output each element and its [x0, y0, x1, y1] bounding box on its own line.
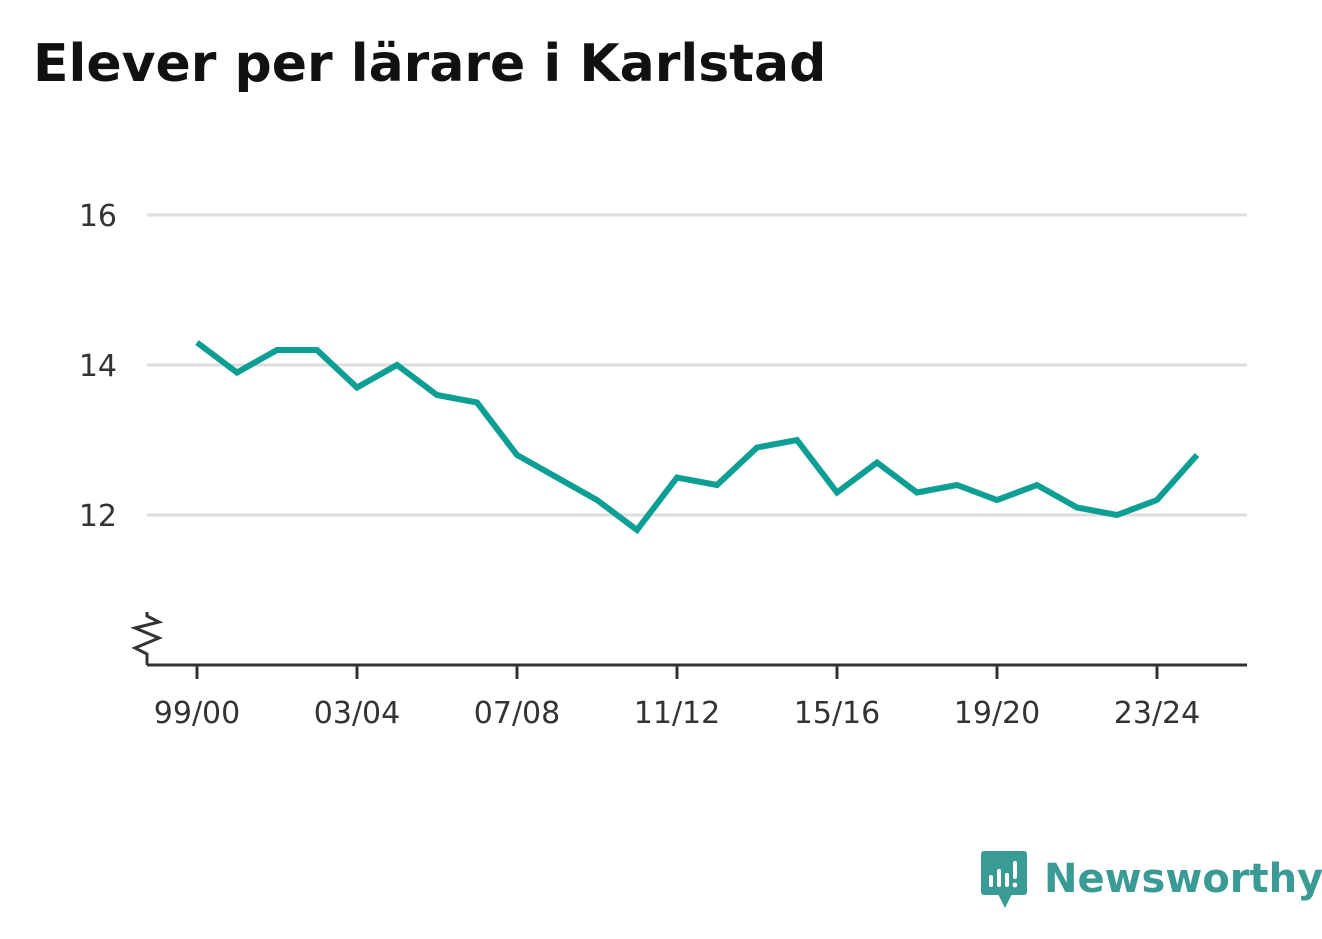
x-axis: 99/00 03/04 07/08 11/12 15/16 19/20 23/24 [130, 612, 1247, 731]
x-tick-label: 07/08 [474, 696, 560, 731]
y-tick-label-12: 12 [79, 499, 117, 534]
y-axis-break-icon [130, 612, 164, 665]
chart-title: Elever per lärare i Karlstad [33, 34, 827, 94]
y-tick-label-16: 16 [79, 199, 117, 234]
y-axis-ticks: 12 14 16 [79, 199, 117, 534]
brand-name: Newsworthy [1044, 856, 1322, 902]
x-tick-label: 15/16 [794, 696, 880, 731]
x-tick-label: 03/04 [314, 696, 400, 731]
x-tick-label: 19/20 [954, 696, 1040, 731]
newsworthy-logo-icon [981, 851, 1027, 908]
gridlines [147, 213, 1247, 517]
newsworthy-brand: Newsworthy [980, 848, 1322, 910]
series-line-0 [195, 340, 1200, 535]
series-lines [195, 340, 1200, 535]
x-tick-label: 11/12 [634, 696, 720, 731]
x-tick-label: 99/00 [154, 696, 240, 731]
y-tick-label-14: 14 [79, 349, 117, 384]
x-tick-label: 23/24 [1114, 696, 1200, 731]
